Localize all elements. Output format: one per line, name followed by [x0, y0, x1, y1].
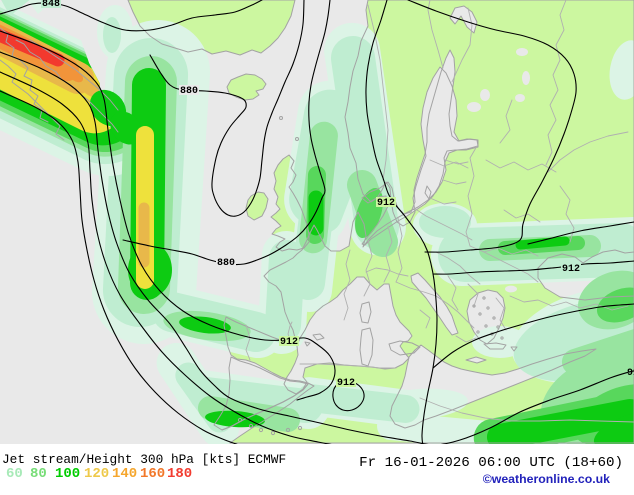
svg-text:912: 912 [562, 264, 580, 275]
svg-text:160: 160 [140, 466, 165, 482]
svg-text:120: 120 [84, 466, 109, 482]
svg-text:140: 140 [112, 466, 137, 482]
svg-text:80: 80 [30, 466, 47, 482]
svg-text:Fr 16-01-2026 06:00 UTC (18+60: Fr 16-01-2026 06:00 UTC (18+60) [359, 455, 623, 471]
svg-text:880: 880 [217, 258, 235, 269]
svg-text:912: 912 [627, 368, 634, 379]
svg-text:912: 912 [377, 198, 395, 209]
svg-text:Jet stream/Height 300 hPa [kts: Jet stream/Height 300 hPa [kts] ECMWF [2, 452, 286, 467]
svg-text:848: 848 [42, 0, 60, 10]
svg-text:©weatheronline.co.uk: ©weatheronline.co.uk [483, 472, 610, 486]
svg-text:180: 180 [167, 466, 192, 482]
svg-text:100: 100 [55, 466, 80, 482]
svg-text:60: 60 [6, 466, 23, 482]
svg-text:912: 912 [337, 378, 355, 389]
svg-text:912: 912 [280, 337, 298, 348]
svg-text:880: 880 [180, 86, 198, 97]
